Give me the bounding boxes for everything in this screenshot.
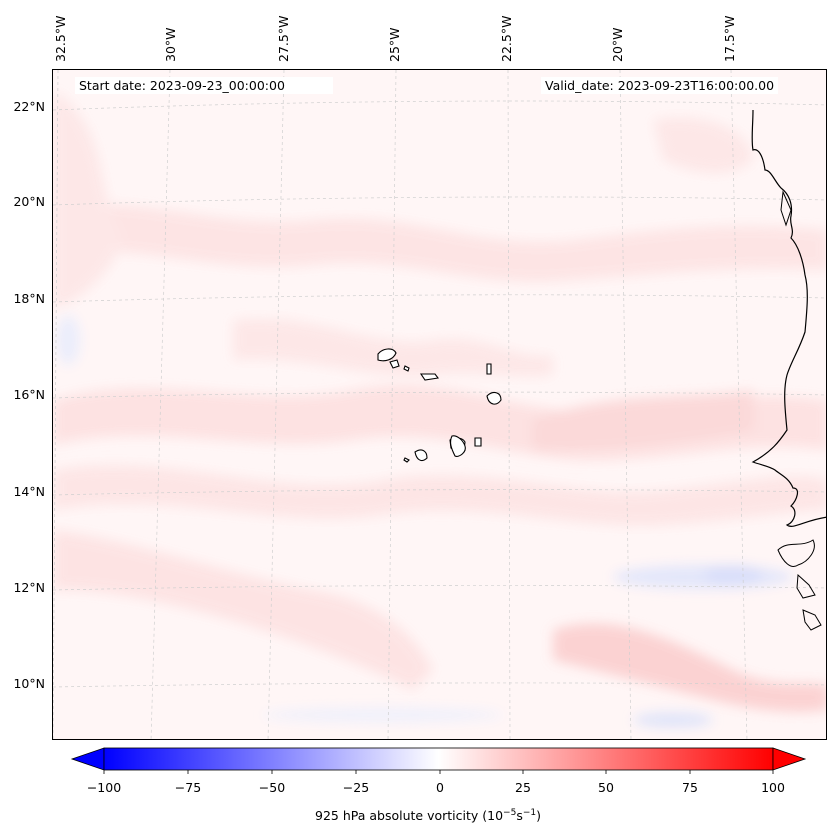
coast-inlet-1 (780, 190, 792, 227)
colorbar-tick-0: 0 (436, 780, 444, 795)
island-sao-nicolau (419, 373, 439, 381)
island-sao-vicente (389, 359, 400, 369)
island-boa-vista (486, 391, 502, 405)
island-santo-antao (377, 348, 397, 362)
gridlines (53, 70, 826, 739)
coast-estuary (777, 539, 815, 567)
bissagos-islands (796, 573, 816, 599)
lat-label-16n: 16°N (13, 387, 45, 402)
lon-label-32-5w: 32.5°W (53, 15, 68, 62)
lat-label-18n: 18°N (13, 291, 45, 306)
colorbar-max-extend (772, 747, 807, 771)
island-santa-luzia (403, 365, 410, 372)
colorbar-tick-neg50: −50 (258, 780, 286, 795)
lon-label-25w: 25°W (387, 27, 402, 62)
colorbar-min-extend (70, 747, 105, 771)
island-sal (486, 363, 492, 375)
coast-islands-2 (802, 609, 822, 631)
colorbar-label-mid: s (516, 808, 523, 824)
colorbar-label-prefix: 925 hPa absolute vorticity (10 (315, 808, 504, 824)
colorbar-tick-neg75: −75 (174, 780, 202, 795)
colorbar-tick-neg25: −25 (342, 780, 370, 795)
island-fogo-small (414, 449, 428, 462)
map-panel[interactable]: Start date: 2023-09-23_00:00:00 Valid_da… (52, 69, 827, 740)
valid-date-label: Valid_date: 2023-09-23T16:00:00.00 (541, 77, 779, 94)
colorbar-gradient (103, 747, 774, 771)
lon-label-22-5w: 22.5°W (499, 15, 514, 62)
colorbar-label-exp1: −5 (503, 808, 517, 818)
cabo-verde-islands (377, 348, 502, 463)
lon-label-27-5w: 27.5°W (276, 15, 291, 62)
island-maio (474, 437, 482, 447)
colorbar-tick-marks (103, 770, 774, 774)
lat-label-20n: 20°N (13, 194, 45, 209)
positive-vorticity-bands (53, 90, 826, 712)
lat-label-14n: 14°N (13, 484, 45, 499)
colorbar-tick-neg100: −100 (86, 780, 122, 795)
colorbar-label-exp2: −1 (522, 808, 537, 818)
africa-coastline (751, 109, 826, 527)
island-brava (403, 457, 410, 463)
lon-label-17-5w: 17.5°W (722, 15, 737, 62)
colorbar-label-suffix: ) (536, 808, 542, 824)
colorbar-tick-100: 100 (761, 780, 785, 795)
colorbar-label: 925 hPa absolute vorticity (10−5s−1) (315, 808, 541, 823)
lat-label-22n: 22°N (13, 99, 45, 114)
vorticity-field-map (53, 70, 826, 739)
lon-label-30w: 30°W (163, 27, 178, 62)
colorbar-tick-25: 25 (515, 780, 531, 795)
colorbar-graphic (70, 747, 807, 774)
colorbar-tick-50: 50 (598, 780, 614, 795)
lat-label-10n: 10°N (13, 676, 45, 691)
island-santiago (450, 435, 466, 457)
colorbar-tick-75: 75 (682, 780, 698, 795)
lat-label-12n: 12°N (13, 580, 45, 595)
negative-vorticity-areas (56, 315, 793, 728)
start-date-label: Start date: 2023-09-23_00:00:00 (75, 77, 333, 94)
lon-label-20w: 20°W (610, 27, 625, 62)
